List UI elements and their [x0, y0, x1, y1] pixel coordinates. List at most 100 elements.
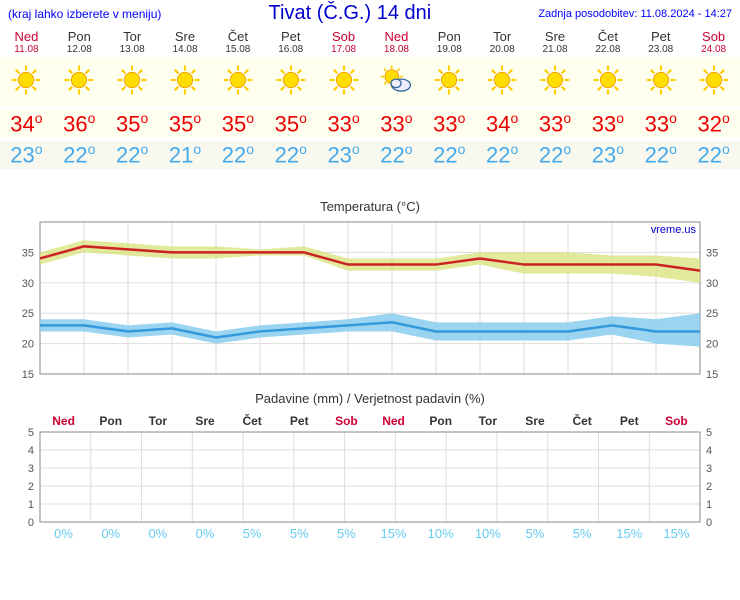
weather-icons-row [0, 57, 740, 108]
precipitation-chart: 001122334455 [4, 428, 736, 538]
low-temp: 23o [0, 141, 53, 168]
sun-icon [53, 63, 106, 102]
low-temp: 22o [264, 141, 317, 168]
page-title: Tivat (Č.G.) 14 dni [269, 2, 432, 25]
precip-pct: 15% [606, 526, 653, 541]
high-temp: 33o [581, 110, 634, 137]
svg-text:15: 15 [22, 369, 34, 378]
low-temp: 22o [423, 141, 476, 168]
precip-day-label: Tor [464, 414, 511, 428]
high-temp: 35o [159, 110, 212, 137]
temp-chart-section: Temperatura (°C) 15152020252530303535 vr… [0, 199, 740, 383]
svg-text:3: 3 [28, 463, 34, 475]
high-temp: 35o [106, 110, 159, 137]
precip-pct: 0% [134, 526, 181, 541]
day-header: Sre14.08 [159, 27, 212, 57]
day-header: Pet23.08 [634, 27, 687, 57]
precip-pct: 5% [559, 526, 606, 541]
sun-icon [581, 63, 634, 102]
update-label: Zadnja posodobitev: 11.08.2024 - 14:27 [538, 8, 732, 20]
sun-icon [106, 63, 159, 102]
low-temp: 22o [634, 141, 687, 168]
precip-day-label: Pet [276, 414, 323, 428]
high-temp: 35o [211, 110, 264, 137]
svg-text:4: 4 [706, 445, 712, 457]
sun-icon [529, 63, 582, 102]
svg-text:25: 25 [22, 308, 34, 320]
high-temp: 34o [476, 110, 529, 137]
precip-day-label: Tor [134, 414, 181, 428]
precip-day-label: Pet [606, 414, 653, 428]
sun-icon [0, 63, 53, 102]
high-temp: 35o [264, 110, 317, 137]
low-temp: 22o [211, 141, 264, 168]
precip-day-label: Ned [370, 414, 417, 428]
precip-day-label: Sob [323, 414, 370, 428]
precip-pct: 15% [653, 526, 700, 541]
precip-pct: 0% [87, 526, 134, 541]
precip-day-label: Sre [511, 414, 558, 428]
temperature-chart: 15152020252530303535 [4, 218, 736, 378]
day-header: Pet16.08 [264, 27, 317, 57]
day-header: Tor20.08 [476, 27, 529, 57]
low-temp: 22o [476, 141, 529, 168]
high-temp: 32o [687, 110, 740, 137]
svg-text:1: 1 [28, 499, 34, 511]
precip-pct-row: 0%0%0%0%5%5%5%15%10%10%5%5%15%15% [4, 526, 736, 541]
svg-text:5: 5 [706, 428, 712, 439]
sun-icon [634, 63, 687, 102]
low-temp: 22o [529, 141, 582, 168]
sun-icon [264, 63, 317, 102]
svg-text:20: 20 [22, 338, 34, 350]
day-header: Pon19.08 [423, 27, 476, 57]
high-temp: 36o [53, 110, 106, 137]
day-header: Sob17.08 [317, 27, 370, 57]
precip-day-label: Sob [653, 414, 700, 428]
low-temp: 22o [687, 141, 740, 168]
day-header-row: Ned11.08Pon12.08Tor13.08Sre14.08Čet15.08… [0, 27, 740, 57]
temp-chart-title: Temperatura (°C) [4, 199, 736, 214]
precip-pct: 0% [40, 526, 87, 541]
high-temp: 33o [423, 110, 476, 137]
svg-text:15: 15 [706, 369, 718, 378]
precip-day-label: Čet [559, 414, 606, 428]
precip-day-label: Pon [417, 414, 464, 428]
svg-text:4: 4 [28, 445, 34, 457]
svg-text:5: 5 [28, 428, 34, 439]
high-temps-row: 34o36o35o35o35o35o33o33o33o34o33o33o33o3… [0, 108, 740, 139]
day-header: Sob24.08 [687, 27, 740, 57]
sun-icon [317, 63, 370, 102]
precip-day-labels: NedPonTorSreČetPetSobNedPonTorSreČetPetS… [4, 414, 736, 428]
high-temp: 33o [317, 110, 370, 137]
high-temp: 34o [0, 110, 53, 137]
high-temp: 33o [370, 110, 423, 137]
sun-icon [687, 63, 740, 102]
precip-pct: 5% [511, 526, 558, 541]
precip-day-label: Sre [181, 414, 228, 428]
precip-pct: 10% [464, 526, 511, 541]
day-header: Ned18.08 [370, 27, 423, 57]
precip-pct: 15% [370, 526, 417, 541]
chart-credit: vreme.us [651, 224, 696, 236]
precip-pct: 5% [323, 526, 370, 541]
sun-icon [211, 63, 264, 102]
low-temp: 23o [317, 141, 370, 168]
day-header: Sre21.08 [529, 27, 582, 57]
svg-text:30: 30 [22, 277, 34, 289]
svg-text:2: 2 [28, 481, 34, 493]
day-header: Ned11.08 [0, 27, 53, 57]
sun-icon [423, 63, 476, 102]
svg-text:35: 35 [22, 247, 34, 259]
low-temp: 22o [53, 141, 106, 168]
sun-icon [476, 63, 529, 102]
day-header: Čet22.08 [581, 27, 634, 57]
precip-day-label: Čet [229, 414, 276, 428]
header: (kraj lahko izberete v meniju) Tivat (Č.… [0, 0, 740, 27]
high-temp: 33o [529, 110, 582, 137]
svg-text:1: 1 [706, 499, 712, 511]
svg-text:30: 30 [706, 277, 718, 289]
precip-pct: 5% [229, 526, 276, 541]
sun-icon [159, 63, 212, 102]
precip-pct: 0% [181, 526, 228, 541]
svg-text:2: 2 [706, 481, 712, 493]
